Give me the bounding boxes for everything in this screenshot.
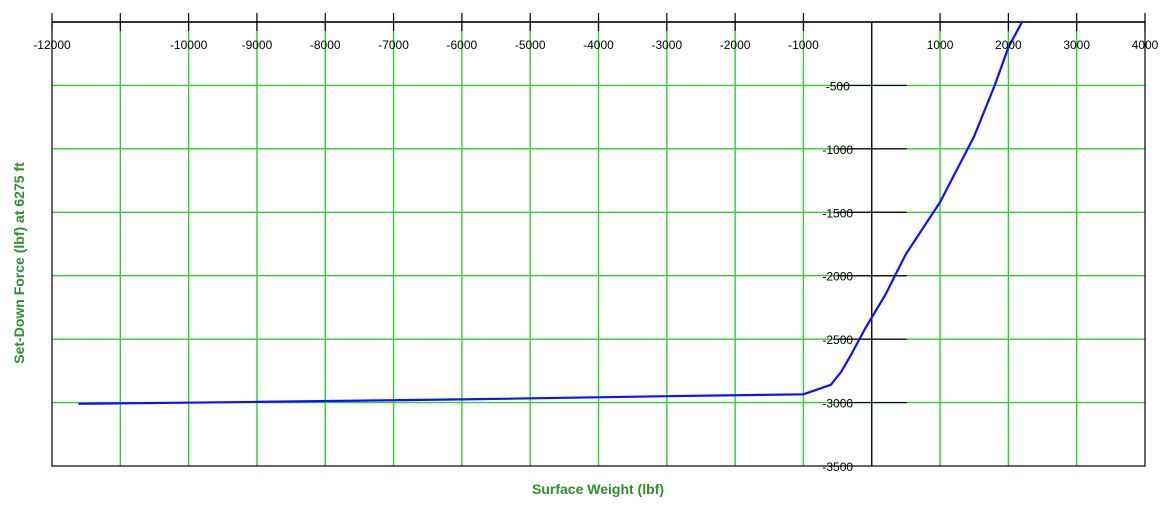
- x-tick-label: -6000: [447, 38, 478, 52]
- x-tick-label: -2000: [720, 38, 751, 52]
- x-tick-label: -12000: [33, 38, 71, 52]
- x-tick-label: 1000: [927, 38, 954, 52]
- tick-labels: -12000 -10000 -9000 -8000 -7000 -6000 -5000 -40…: [33, 38, 1158, 474]
- x-tick-label: -5000: [515, 38, 546, 52]
- x-tick-label: 3000: [1063, 38, 1090, 52]
- x-tick-label: -8000: [310, 38, 341, 52]
- y-tick-label: -3000: [822, 397, 853, 411]
- y-tick-label: -3500: [822, 460, 853, 474]
- axes: [51, 13, 1146, 467]
- x-tick-label: -1000: [788, 38, 819, 52]
- x-tick-label: -4000: [583, 38, 614, 52]
- x-axis-title: Surface Weight (lbf): [532, 481, 664, 497]
- y-tick-label: -1500: [822, 206, 853, 220]
- series-line: [78, 20, 1024, 405]
- grid: [52, 22, 1145, 466]
- x-tick-label: 2000: [995, 38, 1022, 52]
- y-axis-title: Set-Down Force (lbf) at 6275 ft: [11, 162, 27, 364]
- x-tick-label: -7000: [378, 38, 409, 52]
- x-tick-label: -3000: [651, 38, 682, 52]
- x-tick-label: 4000: [1132, 38, 1159, 52]
- y-tick-label: -2500: [822, 333, 853, 347]
- y-tick-label: -500: [826, 79, 850, 93]
- x-tick-label: -10000: [170, 38, 208, 52]
- y-tick-label: -1000: [822, 143, 853, 157]
- x-tick-label: -9000: [242, 38, 273, 52]
- y-tick-label: -2000: [822, 270, 853, 284]
- series: [78, 20, 1024, 405]
